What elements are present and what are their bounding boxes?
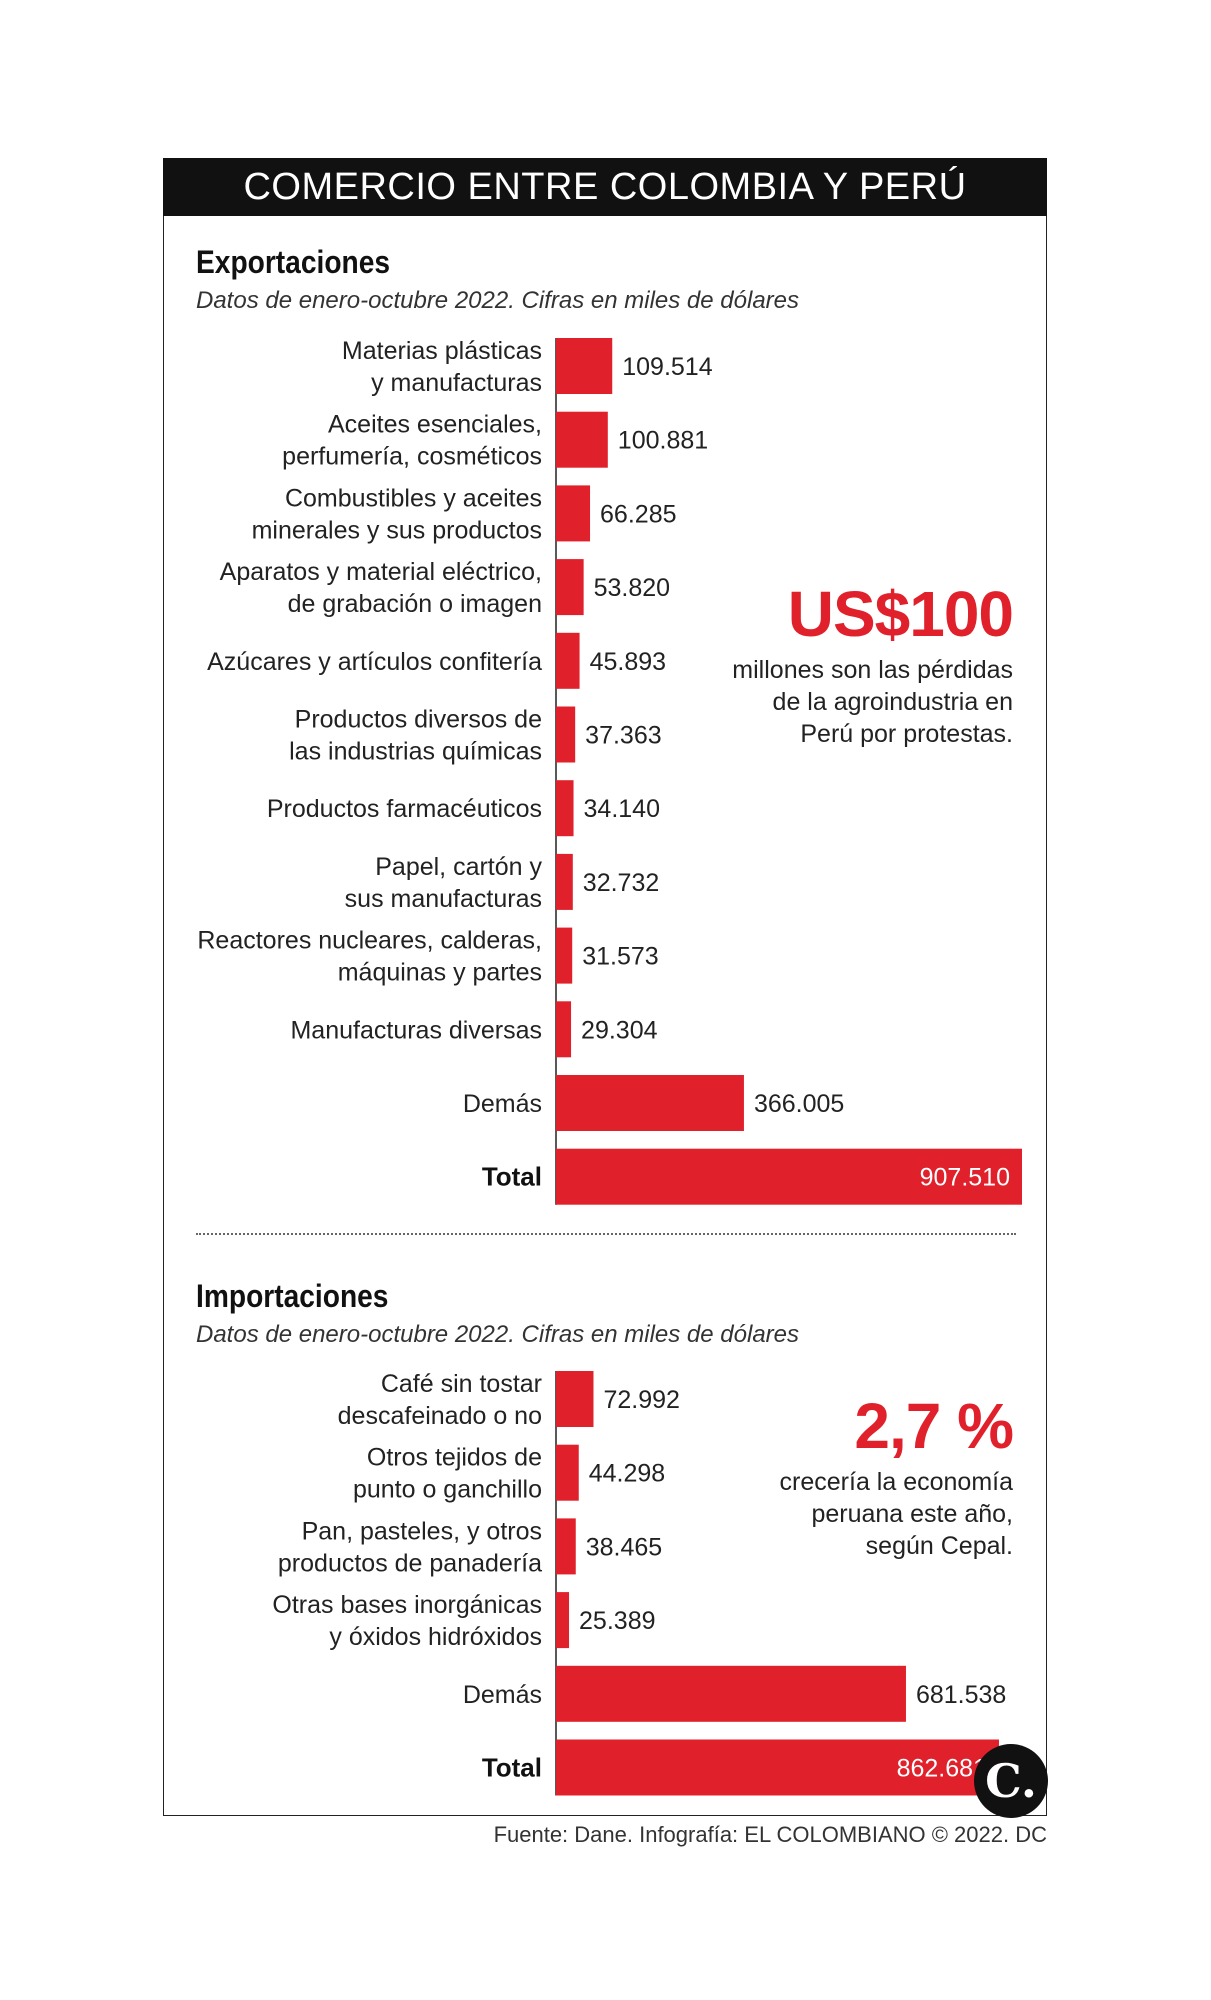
bar <box>556 927 573 984</box>
value-label: 100.881 <box>618 427 708 455</box>
category-label: Azúcares y artículos confitería <box>207 648 542 676</box>
category-label: y manufacturas <box>371 369 542 397</box>
bar <box>556 559 584 616</box>
bar <box>556 1518 576 1575</box>
section-divider <box>196 1233 1016 1235</box>
bar <box>556 338 613 394</box>
exports-subtitle: Datos de enero-octubre 2022. Cifras en m… <box>196 287 799 314</box>
category-label: Otras bases inorgánicas <box>272 1591 542 1619</box>
bar <box>556 1371 594 1427</box>
bar-total <box>556 1148 1022 1205</box>
category-label: perfumería, cosméticos <box>282 443 542 471</box>
callout-losses-text: millones son las pérdidas de la agroindu… <box>732 656 1013 748</box>
bar <box>556 1444 579 1501</box>
value-label: 29.304 <box>581 1016 658 1044</box>
bar <box>556 1665 906 1722</box>
bar <box>556 632 580 689</box>
category-label: minerales y sus productos <box>252 516 542 544</box>
category-label: Combustibles y aceites <box>285 484 542 512</box>
category-label: Total <box>482 1162 542 1192</box>
value-label: 681.538 <box>916 1681 1006 1709</box>
value-label: 25.389 <box>579 1607 655 1635</box>
bar <box>556 853 573 910</box>
category-label: de grabación o imagen <box>288 590 542 618</box>
category-label: Aceites esenciales, <box>328 411 542 439</box>
el-colombiano-logo: C. <box>974 1744 1048 1818</box>
category-label: Café sin tostar <box>381 1370 542 1398</box>
bar <box>556 411 608 468</box>
value-label: 53.820 <box>594 574 670 602</box>
category-label: productos de panadería <box>278 1549 542 1577</box>
value-label: 44.298 <box>589 1460 665 1488</box>
category-label: y óxidos hidróxidos <box>329 1623 542 1651</box>
category-label: Reactores nucleares, calderas, <box>197 927 542 955</box>
callout-losses-number: US$100 <box>787 578 1014 650</box>
value-label: 38.465 <box>586 1533 662 1561</box>
category-label: descafeinado o no <box>338 1402 542 1430</box>
category-label: Papel, cartón y <box>375 853 542 881</box>
bar <box>556 1001 572 1058</box>
callout-growth-text: crecería la economía peruana este año, s… <box>779 1468 1013 1560</box>
category-label: Pan, pasteles, y otros <box>302 1517 542 1545</box>
imports-title: Importaciones <box>196 1278 389 1314</box>
callout-growth-number: 2,7 % <box>854 1390 1014 1462</box>
category-label: Demás <box>463 1681 542 1709</box>
infographic-frame <box>163 158 1047 1816</box>
bar <box>556 706 576 763</box>
value-label: 45.893 <box>590 648 666 676</box>
value-label: 862.681 <box>897 1755 987 1783</box>
category-label: Materias plásticas <box>342 337 542 365</box>
value-label: 37.363 <box>585 722 661 750</box>
category-label: Aparatos y material eléctrico, <box>220 558 542 586</box>
category-label: Demás <box>463 1090 542 1118</box>
exports-title: Exportaciones <box>196 244 391 280</box>
value-label: 66.285 <box>600 500 676 528</box>
category-label: sus manufacturas <box>345 885 542 913</box>
category-label: las industrias químicas <box>289 738 542 766</box>
category-label: Productos farmacéuticos <box>267 795 542 823</box>
exports-chart: Materias plásticas y manufacturas 109.514 A… <box>197 337 1022 1205</box>
category-label: Manufacturas diversas <box>290 1016 542 1044</box>
bar <box>556 485 591 542</box>
bar <box>556 780 574 837</box>
value-label: 907.510 <box>920 1164 1010 1192</box>
value-label: 31.573 <box>582 943 658 971</box>
bar-total <box>556 1739 999 1796</box>
callout-losses: US$100 millones son las pérdidas de la a… <box>713 578 1014 750</box>
imports-chart: Café sin tostar descafeinado o no 72.992 Ot… <box>272 1370 1006 1796</box>
value-label: 109.514 <box>622 353 712 381</box>
bar <box>556 1592 570 1649</box>
value-label: 366.005 <box>754 1090 844 1118</box>
bar <box>556 1075 744 1131</box>
imports-subtitle: Datos de enero-octubre 2022. Cifras en m… <box>196 1321 799 1348</box>
category-label: Total <box>482 1753 542 1783</box>
value-label: 32.732 <box>583 869 659 897</box>
callout-growth: 2,7 % crecería la economía peruana este … <box>753 1390 1014 1562</box>
category-label: punto o ganchillo <box>353 1476 542 1504</box>
value-label: 72.992 <box>603 1386 679 1414</box>
page-title: COMERCIO ENTRE COLOMBIA Y PERÚ <box>163 158 1047 216</box>
category-label: Otros tejidos de <box>367 1444 542 1472</box>
value-label: 34.140 <box>584 795 660 823</box>
category-label: Productos diversos de <box>295 706 542 734</box>
category-label: máquinas y partes <box>338 959 542 987</box>
source-note: Fuente: Dane. Infografía: EL COLOMBIANO … <box>493 1822 1047 1847</box>
